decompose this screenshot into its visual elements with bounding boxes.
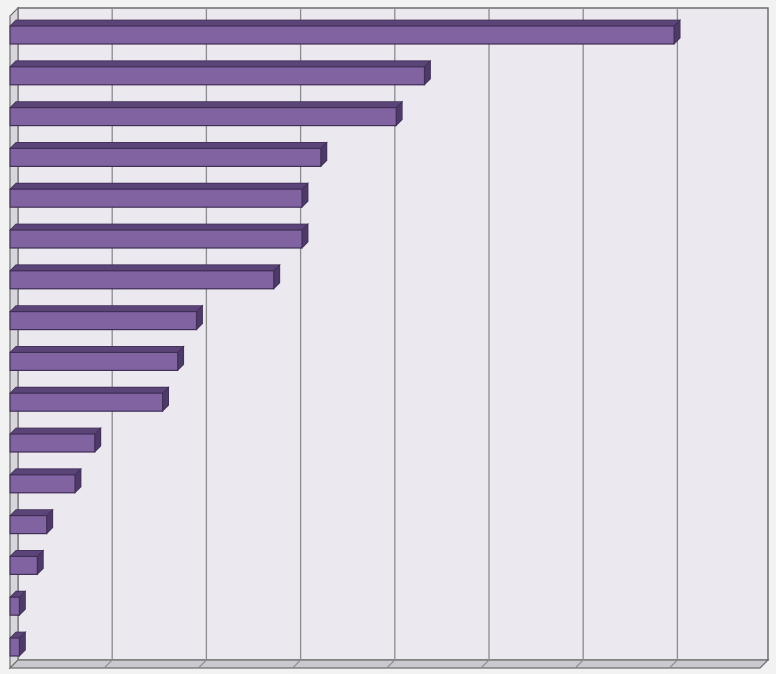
bar-top-face	[9, 305, 204, 313]
bar-top-face	[9, 101, 404, 108]
bar	[9, 106, 397, 127]
bar-top-face	[9, 264, 281, 272]
bar	[9, 25, 675, 45]
bar	[9, 229, 303, 249]
x-gridline-floor	[386, 659, 396, 669]
x-gridline-floor	[197, 659, 207, 669]
bar	[9, 596, 21, 616]
bar	[9, 66, 426, 86]
bar	[9, 392, 164, 412]
bar-top-face	[9, 60, 432, 68]
bar	[9, 433, 96, 453]
x-gridline-floor	[574, 659, 584, 669]
bar-top-face	[9, 345, 185, 353]
bar	[9, 188, 303, 208]
bar	[9, 147, 322, 167]
bar-top-face	[9, 386, 170, 394]
bar-top-face	[9, 223, 309, 231]
bar	[9, 474, 76, 494]
bar-top-face	[9, 182, 309, 190]
x-gridline-floor	[103, 659, 113, 669]
x-gridline-floor	[668, 659, 678, 669]
plot-floor	[8, 659, 770, 669]
x-gridline-floor	[480, 659, 490, 669]
bar	[9, 514, 48, 535]
bar	[9, 637, 21, 657]
bar-top-face	[9, 141, 328, 149]
bar-top-face	[9, 468, 82, 476]
x-gridline-floor	[292, 659, 302, 669]
bar-top-face	[9, 19, 682, 27]
bar-top-face	[9, 509, 54, 516]
bar	[9, 311, 198, 331]
bar	[9, 555, 38, 576]
bar-top-face	[9, 427, 102, 435]
bar	[9, 270, 275, 290]
bar	[9, 351, 179, 371]
